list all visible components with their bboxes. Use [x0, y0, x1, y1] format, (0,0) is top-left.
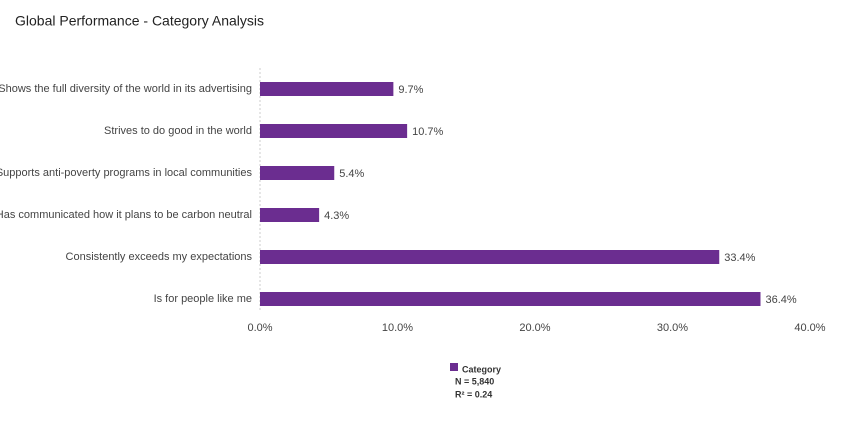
bar — [260, 82, 394, 96]
value-label: 9.7% — [398, 84, 423, 96]
x-tick-label: 30.0% — [657, 322, 688, 334]
bar — [260, 250, 720, 264]
y-tick-label: Consistently exceeds my expectations — [66, 251, 253, 263]
x-tick-label: 40.0% — [794, 322, 825, 334]
legend-note: N = 5,840 — [455, 376, 494, 386]
value-label: 5.4% — [339, 168, 364, 180]
legend-swatch — [450, 363, 458, 371]
x-tick-label: 20.0% — [519, 322, 550, 334]
bar — [260, 124, 408, 138]
value-label: 4.3% — [324, 210, 349, 222]
legend-label: Category — [462, 364, 501, 374]
value-label: 33.4% — [724, 252, 755, 264]
bar — [260, 208, 320, 222]
x-tick-label: 0.0% — [247, 322, 272, 334]
y-tick-label: Is for people like me — [154, 293, 252, 305]
y-tick-label: Shows the full diversity of the world in… — [0, 83, 252, 95]
value-label: 36.4% — [766, 294, 797, 306]
y-tick-label: Supports anti-poverty programs in local … — [0, 167, 252, 179]
bar — [260, 292, 761, 306]
chart-title: Global Performance - Category Analysis — [15, 13, 264, 29]
y-tick-label: Has communicated how it plans to be carb… — [0, 209, 252, 221]
bar — [260, 166, 335, 180]
x-tick-label: 10.0% — [382, 322, 413, 334]
legend-note: R² = 0.24 — [455, 389, 492, 399]
y-tick-label: Strives to do good in the world — [104, 125, 252, 137]
value-label: 10.7% — [412, 126, 443, 138]
